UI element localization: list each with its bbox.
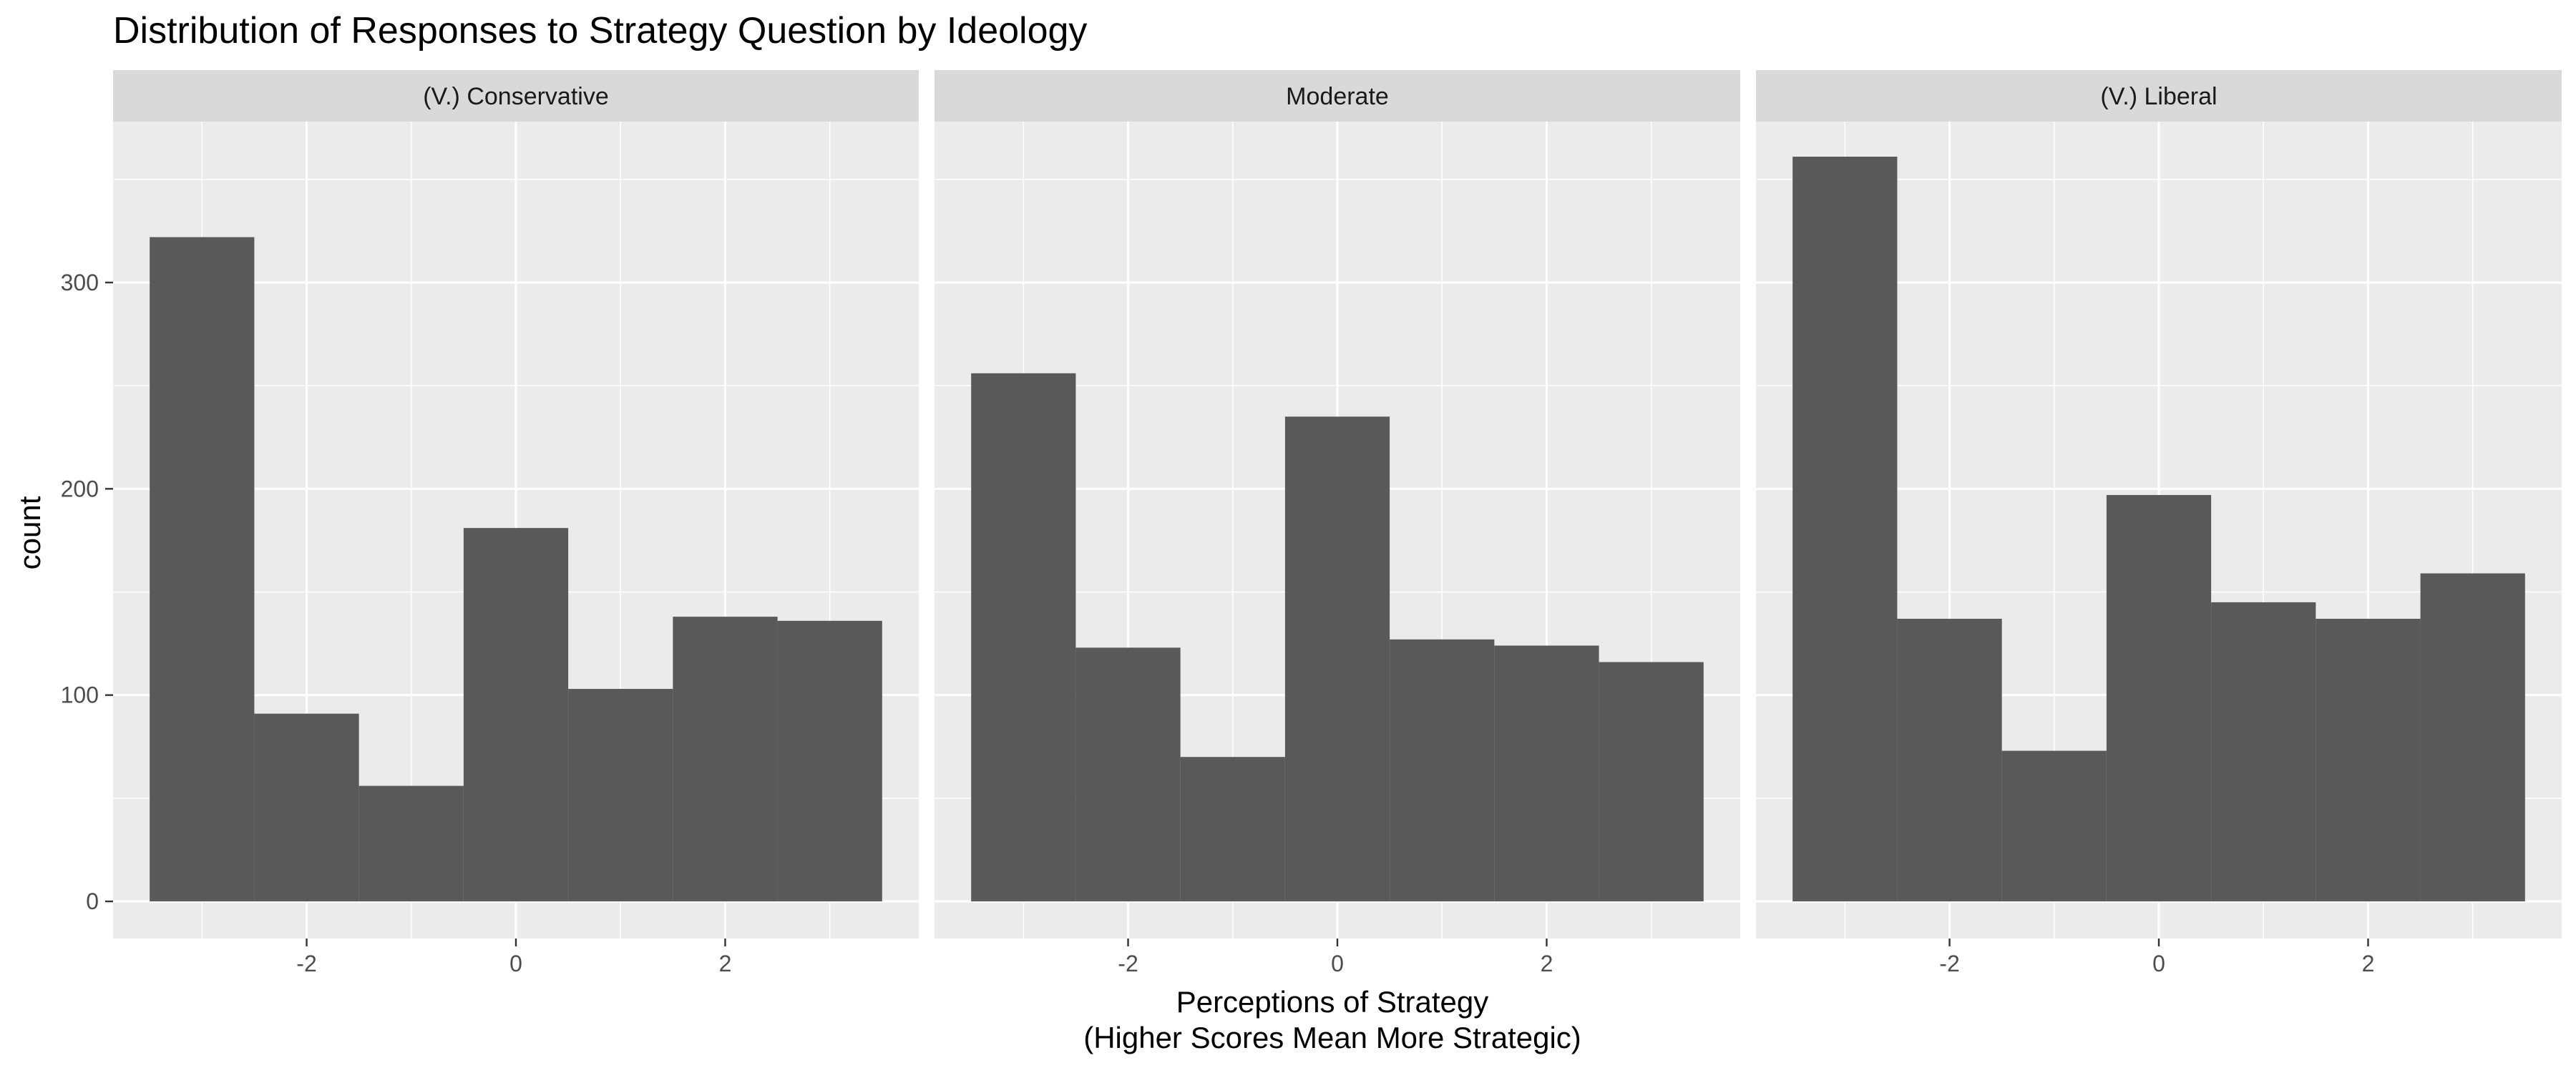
x-axis-title-line1: Perceptions of Strategy — [1176, 985, 1489, 1019]
x-axis-title-line2: (Higher Scores Mean More Strategic) — [1083, 1021, 1581, 1054]
facet-strip — [935, 70, 1740, 122]
y-tick-label: 200 — [61, 476, 99, 501]
histogram-bar — [1897, 619, 2002, 902]
histogram-bar — [777, 620, 882, 902]
facet-panel: (V.) Liberal -2 0 2 — [1756, 70, 2562, 976]
histogram-bar — [2316, 619, 2421, 902]
facet-strip-label: (V.) Conservative — [423, 83, 609, 110]
x-tick-label: 2 — [1541, 951, 1553, 976]
y-axis-title: count — [13, 496, 47, 569]
histogram-bar — [1284, 416, 1390, 902]
y-tick-label: 0 — [86, 888, 99, 914]
histogram-bar — [971, 373, 1076, 902]
histogram-bar — [1494, 645, 1599, 902]
facet-strip-label: (V.) Liberal — [2100, 83, 2217, 110]
x-tick-label: -2 — [1118, 951, 1138, 976]
x-tick-label: 2 — [719, 951, 732, 976]
histogram-bar — [568, 689, 673, 902]
histogram-bar — [1599, 662, 1704, 902]
histogram-bar — [150, 237, 255, 902]
facet-strip — [1756, 70, 2562, 122]
y-tick-label: 300 — [61, 270, 99, 295]
x-tick-label: 0 — [1331, 951, 1344, 976]
facet-panel: (V.) Conservative -2 0 2 — [113, 70, 919, 976]
histogram-bar — [1180, 757, 1285, 902]
histogram-bar — [358, 785, 464, 902]
facet-strip — [113, 70, 919, 122]
x-tick-label: 0 — [2152, 951, 2165, 976]
y-axis: 0 100 200 300 — [61, 270, 113, 914]
x-tick-label: -2 — [1939, 951, 1959, 976]
x-tick-label: -2 — [296, 951, 316, 976]
histogram-bar — [1390, 639, 1495, 902]
chart-title: Distribution of Responses to Strategy Qu… — [113, 10, 1087, 52]
x-tick-label: 0 — [509, 951, 522, 976]
histogram-bar — [254, 713, 359, 902]
facet-panel: Moderate -2 0 2 — [935, 70, 1740, 976]
x-tick-label: 2 — [2362, 951, 2375, 976]
histogram-bar — [2106, 494, 2212, 902]
facet-strip-label: Moderate — [1286, 83, 1389, 110]
histogram-bar — [1075, 647, 1181, 902]
histogram-bar — [2420, 573, 2525, 902]
histogram-bar — [2211, 602, 2316, 902]
histogram-bar — [673, 617, 778, 902]
histogram-bar — [2001, 750, 2107, 902]
y-tick-label: 100 — [61, 682, 99, 708]
histogram-bar — [1792, 157, 1898, 902]
histogram-bar — [463, 528, 569, 902]
